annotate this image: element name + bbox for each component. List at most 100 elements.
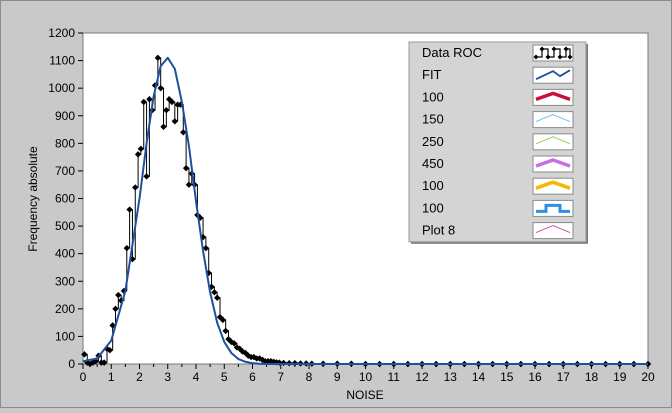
x-tick-label: 0: [80, 370, 87, 384]
data-roc-point: [180, 129, 187, 136]
legend-label: 150: [422, 112, 444, 127]
data-roc-point: [163, 107, 170, 114]
data-roc-point: [123, 244, 130, 252]
data-roc-point: [157, 84, 164, 92]
data-roc-point: [211, 289, 218, 296]
data-roc-point: [126, 206, 133, 213]
legend-label: Plot 8: [422, 223, 455, 238]
x-tick-label: 8: [306, 370, 313, 384]
data-roc-point: [92, 358, 99, 365]
legend-label: 100: [422, 178, 444, 193]
y-axis-label: Frequency absolute: [26, 146, 40, 252]
y-tick-label: 800: [55, 136, 75, 150]
x-tick-label: 20: [641, 370, 655, 384]
data-roc-point: [154, 54, 162, 62]
x-tick-label: 6: [249, 370, 256, 384]
data-roc-point: [132, 184, 139, 191]
thin-cyan-line-icon: [535, 114, 571, 123]
y-tick-label: 1000: [48, 81, 75, 95]
data-roc-point: [222, 327, 229, 335]
x-tick-label: 10: [359, 370, 373, 384]
legend-swatch: [532, 111, 574, 129]
legend-label: 100: [422, 200, 444, 215]
thick-violet-line-icon: [535, 158, 571, 168]
data-roc-point: [134, 151, 142, 158]
data-roc-point: [140, 98, 147, 106]
series-layer: [81, 54, 652, 368]
legend-label: 100: [422, 89, 444, 104]
x-tick-label: 15: [500, 370, 514, 384]
legend-label: FIT: [422, 67, 442, 82]
legend-label: 450: [422, 156, 444, 171]
y-tick-label: 100: [55, 329, 75, 343]
x-tick-label: 2: [136, 370, 143, 384]
thick-yellow-line-icon: [535, 180, 571, 190]
blue-step-line-icon: [536, 203, 570, 213]
x-tick-label: 5: [221, 370, 228, 384]
legend-swatch: [532, 44, 574, 62]
y-tick-label: 300: [55, 274, 75, 288]
y-tick-label: 1100: [49, 54, 75, 68]
x-tick-label: 3: [164, 370, 171, 384]
x-tick-label: 17: [557, 370, 571, 384]
legend-label: Data ROC: [422, 45, 482, 60]
legend: Data ROC FIT 100 150 250 450 100 100 Plot 8: [408, 41, 588, 244]
data-roc-point: [146, 96, 153, 103]
data-roc-point: [182, 164, 190, 172]
data-roc-point: [199, 233, 207, 241]
legend-swatch: [532, 199, 574, 217]
data-roc-point: [143, 173, 150, 180]
data-roc-point: [160, 123, 167, 130]
y-tick-label: 1200: [48, 26, 75, 40]
x-axis-label: NOISE: [346, 388, 383, 402]
thin-magenta-line-icon: [535, 225, 571, 234]
black-line-with-diamond-markers-icon: [533, 46, 573, 60]
thick-crimson-line-icon: [535, 91, 571, 102]
data-roc-point: [109, 322, 116, 329]
data-roc-point: [219, 316, 227, 324]
y-tick-label: 500: [55, 219, 75, 233]
data-roc-point: [81, 351, 88, 358]
x-tick-label: 9: [334, 370, 341, 384]
x-tick-label: 16: [528, 370, 542, 384]
legend-swatch: [532, 66, 574, 84]
legend-swatch: [532, 177, 574, 195]
x-tick-label: 7: [277, 370, 284, 384]
legend-swatch: [532, 222, 574, 240]
x-tick-label: 12: [415, 370, 429, 384]
x-tick-label: 4: [193, 370, 200, 384]
x-tick-label: 1: [108, 370, 115, 384]
y-tick-label: 600: [55, 192, 75, 206]
x-tick-label: 18: [585, 370, 599, 384]
data-roc-point: [213, 294, 221, 301]
y-tick-label: 900: [55, 109, 75, 123]
legend-label: 250: [422, 134, 444, 149]
data-roc-point: [185, 181, 193, 188]
y-tick-label: 700: [55, 164, 75, 178]
data-roc-point: [115, 291, 122, 299]
data-roc-point: [228, 338, 235, 346]
data-roc-point: [112, 305, 119, 313]
blue-zigzag-line-icon: [535, 69, 571, 81]
y-axis: 0 100 200 300 400 500 600 700 800 900 1000 1100 1200: [48, 26, 83, 371]
x-axis: 0 1 2 3 4 5 6 7 8 9 10 11 12 13 14 15 16 17 18 19 20: [80, 364, 655, 384]
legend-swatch: [532, 88, 574, 106]
y-tick-label: 200: [55, 302, 75, 316]
thin-green-line-icon: [535, 136, 571, 145]
data-roc-point: [230, 340, 238, 347]
series-fit-line: [82, 56, 648, 365]
data-roc-point: [171, 118, 179, 125]
x-tick-label: 11: [388, 370, 401, 384]
data-roc-point: [106, 347, 114, 354]
data-roc-point: [202, 244, 210, 252]
legend-swatch: [532, 155, 574, 173]
x-tick-label: 13: [444, 370, 458, 384]
legend-swatch: [532, 133, 574, 151]
data-roc-point: [168, 98, 176, 106]
data-roc-point: [100, 359, 108, 366]
data-roc-point: [137, 145, 145, 153]
x-tick-label: 19: [613, 370, 627, 384]
x-tick-label: 14: [472, 370, 486, 384]
